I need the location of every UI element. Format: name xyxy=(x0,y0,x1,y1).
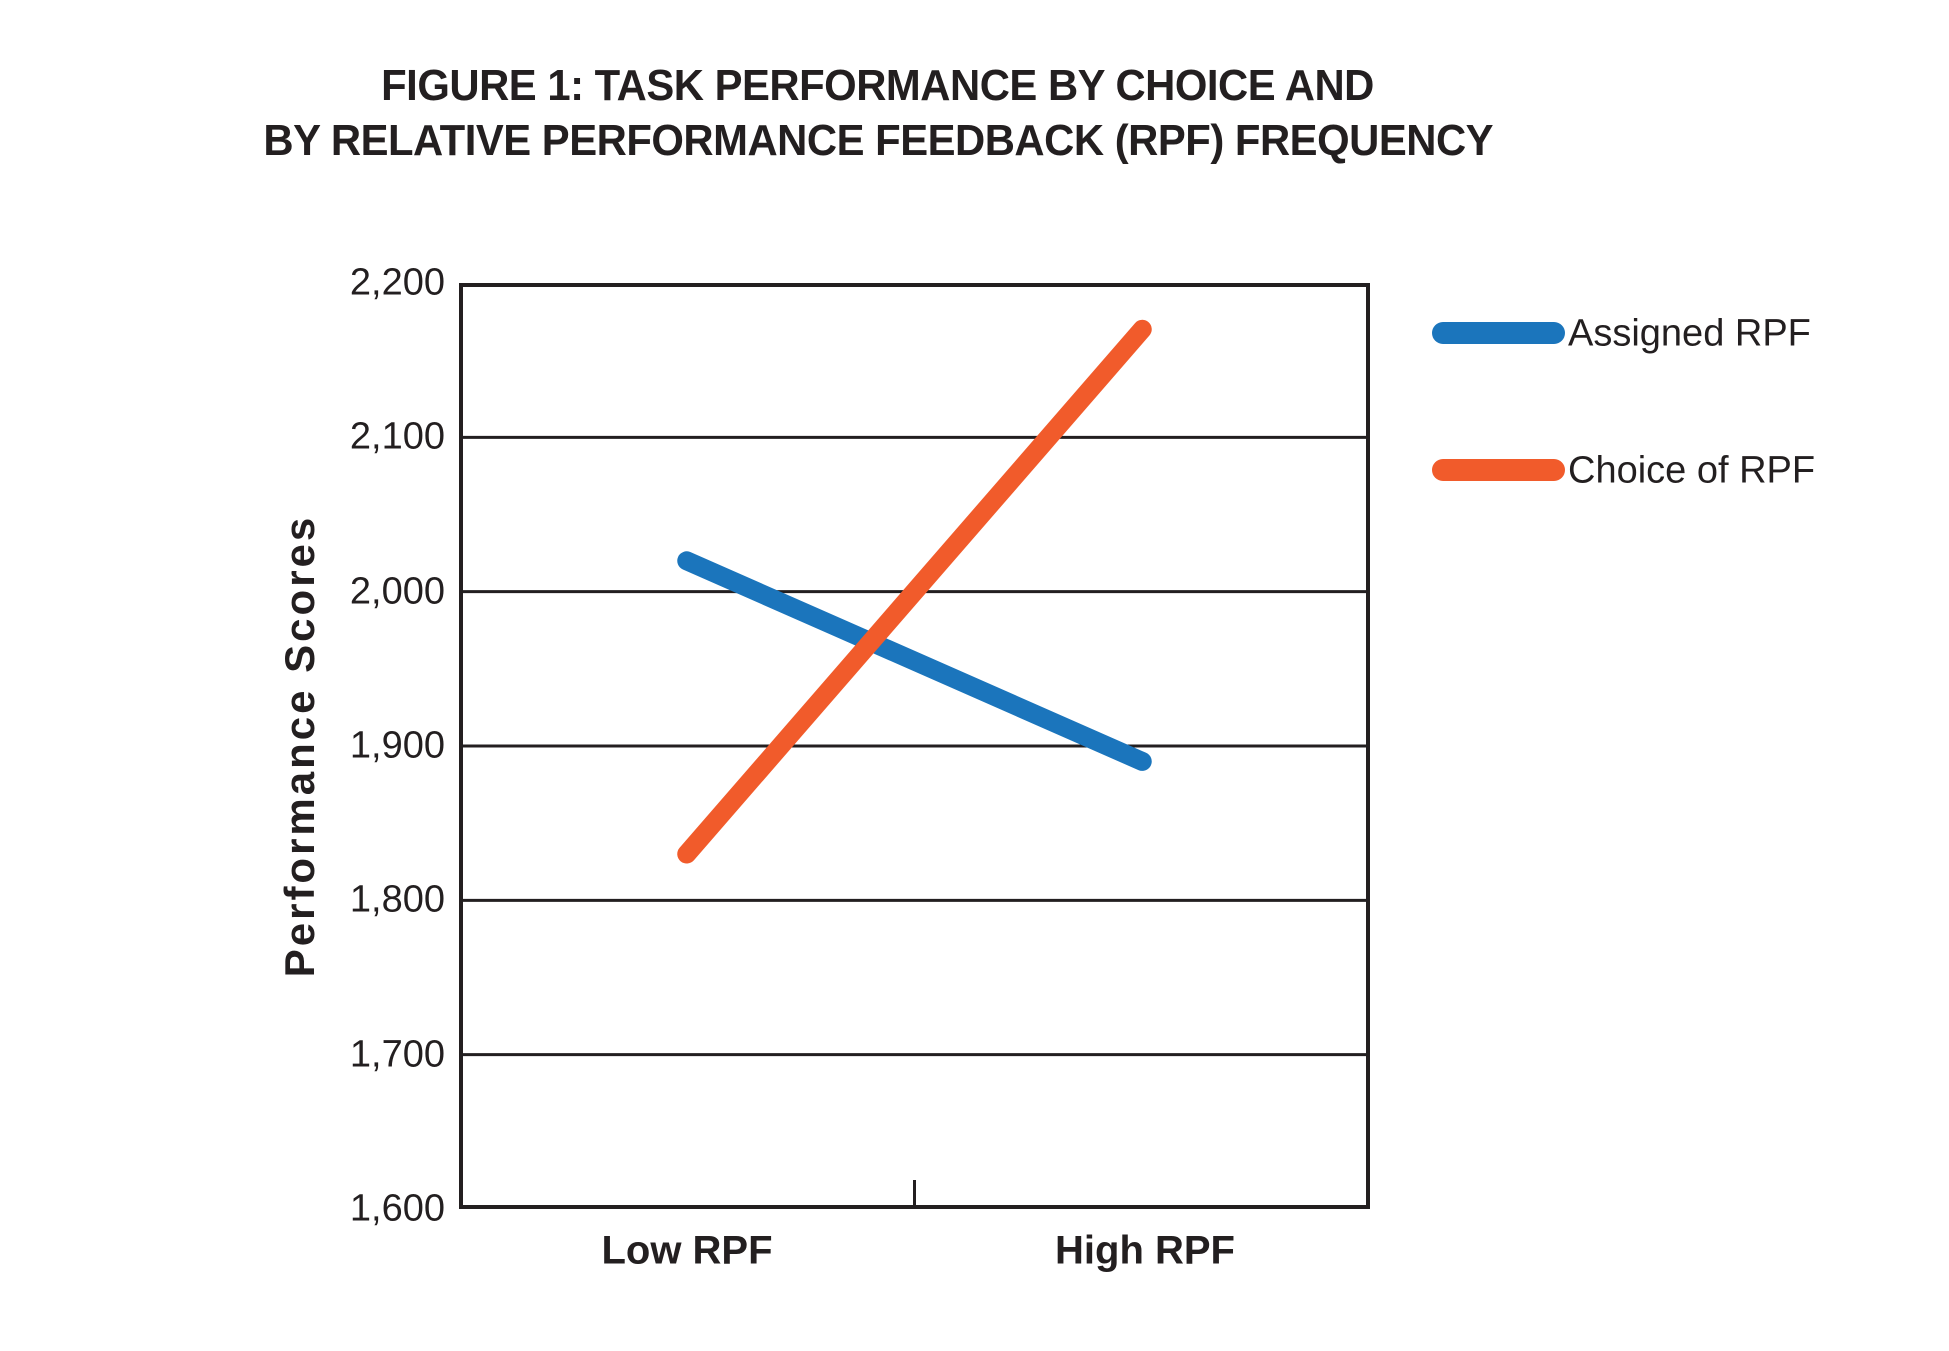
series-lines xyxy=(677,319,1152,864)
series-line-0 xyxy=(677,551,1152,771)
x-category-label-high-rpf: High RPF xyxy=(1055,1228,1235,1273)
y-tick-label-2200: 2,200 xyxy=(349,261,445,304)
y-tick-label-2000: 2,000 xyxy=(349,570,445,613)
legend-swatch-assigned-rpf xyxy=(1432,322,1565,344)
y-tick-label-2100: 2,100 xyxy=(349,415,445,458)
y-tick-label-1600: 1,600 xyxy=(349,1187,445,1230)
legend-swatch-choice-of-rpf xyxy=(1432,459,1565,481)
figure-title: FIGURE 1: TASK PERFORMANCE BY CHOICE AND… xyxy=(0,58,1756,168)
gridlines xyxy=(459,435,1370,1057)
series-line-1 xyxy=(677,319,1152,864)
figure-title-line-1: FIGURE 1: TASK PERFORMANCE BY CHOICE AND xyxy=(381,61,1375,110)
x-category-label-low-rpf: Low RPF xyxy=(601,1228,773,1273)
legend-label-choice-of-rpf: Choice of RPF xyxy=(1568,449,1816,492)
plot-area xyxy=(459,283,1370,1209)
figure-title-line-2: BY RELATIVE PERFORMANCE FEEDBACK (RPF) F… xyxy=(263,116,1493,165)
y-tick-label-1700: 1,700 xyxy=(349,1033,445,1076)
y-tick-label-1800: 1,800 xyxy=(349,878,445,921)
y-tick-label-1900: 1,900 xyxy=(349,724,445,767)
legend-label-assigned-rpf: Assigned RPF xyxy=(1568,312,1811,355)
